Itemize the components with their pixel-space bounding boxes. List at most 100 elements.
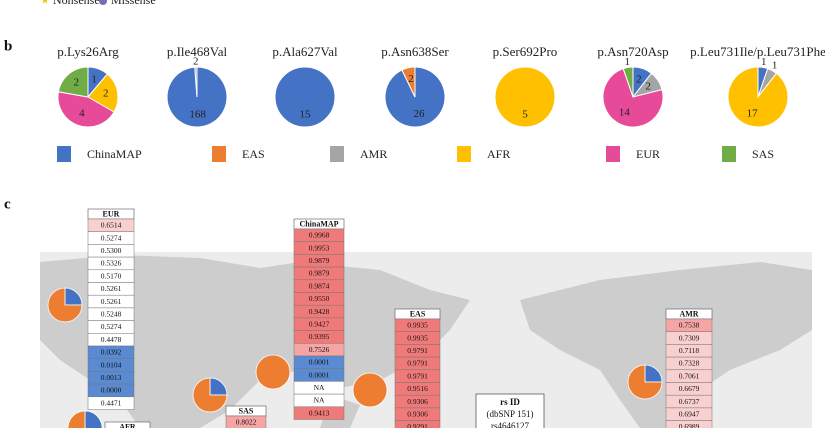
table-cell-text: 0.5274: [101, 322, 122, 331]
map-pie-slice: [47, 287, 83, 323]
table-cell-text: 0.9413: [309, 408, 330, 417]
pie-slice: [602, 67, 664, 128]
slice-label: 5: [522, 109, 528, 121]
table-cell-text: 0.9427: [309, 319, 330, 328]
pie-title: p.Asn720Asp: [597, 44, 668, 59]
table-cell-text: 0.5170: [101, 271, 122, 280]
map-pie-slice: [627, 364, 663, 400]
legend-label: Missense: [111, 0, 156, 7]
rs-text: rs4646127: [491, 421, 529, 428]
table-header: [104, 421, 151, 428]
table-cell: [225, 415, 267, 428]
panel-label: c: [4, 196, 11, 212]
legend-swatch: [606, 146, 620, 162]
table-cell-text: 0.9874: [309, 281, 330, 290]
table-cell-text: 0.7309: [679, 333, 700, 342]
table-cell-text: 0.9791: [407, 371, 428, 380]
table-title: ChinaMAP: [299, 219, 338, 228]
slice-label: 1: [91, 74, 97, 86]
table-cell-text: 0.6737: [679, 397, 700, 406]
pie-slice: [401, 66, 416, 98]
table-cell-text: 0.9550: [309, 294, 330, 303]
legend-label: SAS: [752, 147, 774, 161]
slice-label: 2: [193, 56, 199, 68]
pie-title: p.Ala627Val: [272, 44, 338, 59]
table-cell-text: 0.0000: [101, 386, 122, 395]
pie-title: p.Ile468Val: [167, 44, 228, 59]
slice-label: 14: [619, 106, 631, 118]
legend-dot: [99, 0, 107, 5]
pie-title: p.Lys26Arg: [57, 44, 119, 59]
table-cell-text: NA: [314, 396, 325, 405]
slice-label: 1: [624, 56, 630, 68]
table-cell-text: 0.5326: [101, 259, 122, 268]
pie-title: p.Ser692Pro: [493, 44, 558, 59]
legend-swatch: [457, 146, 471, 162]
table-cell-text: 0.0001: [309, 370, 330, 379]
table-cell-text: 0.9953: [309, 243, 330, 252]
table-cell-text: 0.0013: [101, 373, 122, 382]
table-cell-text: 0.9291: [407, 422, 428, 428]
pie-title: p.Asn638Ser: [381, 44, 449, 59]
table-cell: [87, 396, 135, 410]
table-title: SAS: [239, 406, 254, 415]
rs-box: [475, 393, 545, 428]
map-pie-slice: [352, 372, 388, 408]
rs-text: rs ID: [500, 397, 520, 407]
table-cell-text: 0.9879: [309, 256, 330, 265]
slice-label: 1: [772, 60, 778, 72]
legend-swatch: [330, 146, 344, 162]
slice-label: 2: [636, 74, 642, 86]
pie-slice: [57, 66, 89, 98]
rs-text: (dbSNP 151): [487, 409, 534, 419]
table-cell-text: 0.9791: [407, 359, 428, 368]
pie-slice: [87, 73, 119, 113]
table-title: EUR: [103, 209, 120, 218]
map-pie-slice: [67, 410, 87, 428]
table-cell-text: 0.5261: [101, 297, 122, 306]
legend-label: AMR: [360, 147, 387, 161]
slice-label: 2: [103, 87, 109, 99]
legend-star: ★: [41, 0, 50, 6]
pie-slice: [622, 66, 634, 98]
table-title: EAS: [410, 309, 426, 318]
table-cell-text: 0.4478: [101, 335, 122, 344]
slice-label: 15: [300, 109, 312, 121]
table-cell: [293, 406, 345, 420]
table-cell-text: 0.5261: [101, 284, 122, 293]
table-cell-text: 0.9516: [407, 384, 428, 393]
table-cell: [394, 420, 441, 428]
map-pie-slice: [255, 354, 291, 390]
table-cell-text: 0.7061: [679, 371, 700, 380]
slice-label: 1: [761, 56, 767, 68]
table-cell-text: 0.9306: [407, 397, 428, 406]
map-pie-slice: [84, 410, 103, 428]
table-cell-text: 0.6947: [679, 409, 700, 418]
legend-label: AFR: [487, 147, 510, 161]
slice-label: 2: [74, 77, 80, 89]
slice-label: 2: [645, 81, 651, 93]
table-cell-text: 0.7118: [679, 346, 700, 355]
legend-label: EUR: [636, 147, 660, 161]
pie-title: p.Leu731Ile/p.Leu731Phe: [690, 44, 825, 59]
legend-label: Nonsense: [53, 0, 100, 7]
table-cell-text: 0.9879: [309, 269, 330, 278]
table-cell-text: 0.7328: [679, 359, 700, 368]
table-title: AFR: [119, 422, 136, 428]
pie-slice: [494, 66, 556, 128]
panel-label: b: [4, 38, 12, 54]
slice-label: 168: [189, 109, 206, 121]
table-cell-text: 0.9935: [407, 321, 428, 330]
slice-label: 17: [747, 108, 759, 120]
slice-label: 4: [79, 107, 85, 119]
legend-swatch: [212, 146, 226, 162]
pie-slice: [57, 91, 115, 128]
table-cell-text: 0.0001: [309, 358, 330, 367]
pie-slice: [274, 66, 336, 128]
table-cell-text: 0.9395: [309, 332, 330, 341]
table-cell-text: 0.0104: [101, 360, 122, 369]
table-cell-text: 0.6989: [679, 422, 700, 428]
map-pie-slice: [192, 377, 228, 413]
table-title: AMR: [679, 309, 698, 318]
